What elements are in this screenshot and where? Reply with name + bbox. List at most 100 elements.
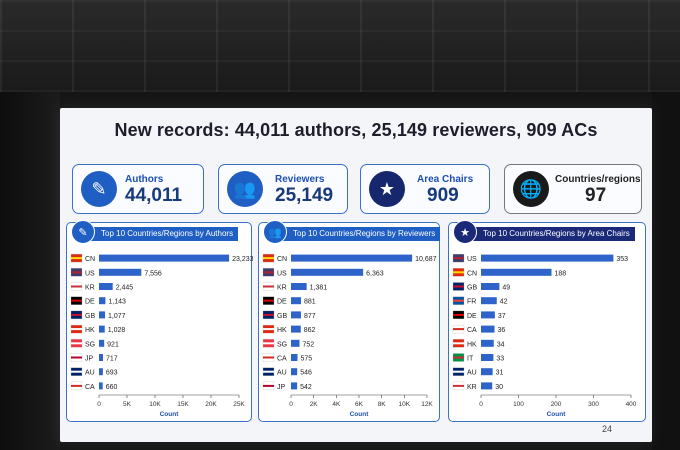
bar <box>99 311 106 319</box>
category-label: AU <box>85 370 95 377</box>
category-label: CN <box>85 256 95 263</box>
bar <box>291 268 364 276</box>
bar <box>481 254 614 262</box>
flag-stripe-hk <box>263 328 274 331</box>
data-label: 2,445 <box>116 285 134 292</box>
category-label: KR <box>277 285 287 292</box>
x-tick-label: 15K <box>177 401 189 408</box>
category-label: KR <box>467 384 477 391</box>
data-label: 881 <box>304 299 316 306</box>
bar <box>99 382 103 390</box>
data-label: 30 <box>495 384 503 391</box>
data-label: 10,687 <box>415 256 437 263</box>
chart-title-area-chairs: Top 10 Countries/Regions by Area Chairs <box>465 227 635 241</box>
stat-value-authors: 44,011 <box>125 185 183 206</box>
x-tick-label: 0 <box>289 401 293 408</box>
data-label: 877 <box>304 313 316 320</box>
flag-stripe-it <box>453 356 464 359</box>
flag-stripe-us <box>263 271 274 274</box>
stat-value-countries: 97 <box>585 185 607 206</box>
data-label: 542 <box>300 384 312 391</box>
bar <box>291 339 300 347</box>
bar <box>291 283 307 290</box>
flag-stripe-gb <box>263 313 274 316</box>
flag-stripe-cn <box>71 257 82 260</box>
flag-stripe-cn <box>263 257 274 260</box>
x-tick-label: 10K <box>399 401 411 408</box>
bar <box>291 354 298 361</box>
pen-icon: ✎ <box>71 220 95 244</box>
slide-title: New records: 44,011 authors, 25,149 revi… <box>114 120 598 140</box>
flag-stripe-jp <box>263 384 274 387</box>
x-tick-label: 0 <box>479 401 483 408</box>
x-tick-label: 200 <box>551 401 562 408</box>
stat-card-countries: 🌐 Countries/regions 97 <box>504 164 642 214</box>
category-label: DE <box>277 299 287 306</box>
flag-stripe-au <box>71 370 82 373</box>
pen-icon: ✎ <box>81 171 117 207</box>
x-tick-label: 6K <box>355 401 364 408</box>
flag-stripe-kr <box>263 285 274 288</box>
bar <box>99 283 113 290</box>
bar <box>291 382 298 390</box>
flag-stripe-ca <box>71 384 82 387</box>
data-label: 752 <box>303 341 315 348</box>
stat-card-area-chairs: ★ Area Chairs 909 <box>360 164 490 214</box>
flag-stripe-de <box>263 299 274 302</box>
data-label: 23,233 <box>232 256 253 263</box>
category-label: CN <box>467 270 477 277</box>
data-label: 862 <box>304 327 316 334</box>
flag-stripe-ca <box>453 328 464 331</box>
category-label: HK <box>277 327 287 334</box>
stat-label-authors: Authors <box>125 174 164 185</box>
group-icon: 👥 <box>227 171 263 207</box>
flag-stripe-de <box>453 313 464 316</box>
category-label: HK <box>85 327 95 334</box>
chart-title-authors: Top 10 Countries/Regions by Authors <box>83 227 239 241</box>
bar-chart-authors: CN 23,233 US 7,556 KR 2,445 DE 1,143 GB 1,077 HK 1,… <box>70 253 253 418</box>
x-tick-label: 20K <box>205 401 217 408</box>
flag-stripe-ca <box>263 356 274 359</box>
bar <box>99 354 104 361</box>
x-tick-label: 25K <box>233 401 245 408</box>
x-tick-label: 0 <box>97 401 101 408</box>
data-label: 31 <box>496 370 504 377</box>
data-label: 34 <box>497 341 505 348</box>
data-label: 6,363 <box>366 270 384 277</box>
category-label: DE <box>467 313 477 320</box>
category-label: US <box>277 270 287 277</box>
x-tick-label: 5K <box>123 401 132 408</box>
x-axis-label: Count <box>160 411 180 418</box>
bar <box>481 339 494 347</box>
x-axis-label: Count <box>547 411 567 418</box>
flag-stripe-au <box>263 370 274 373</box>
x-tick-label: 100 <box>513 401 524 408</box>
bar <box>481 382 493 390</box>
globe-icon: 🌐 <box>513 171 549 207</box>
data-label: 1,381 <box>310 285 328 292</box>
category-label: CA <box>467 327 477 334</box>
data-label: 575 <box>301 356 313 363</box>
x-tick-label: 4K <box>332 401 341 408</box>
data-label: 693 <box>106 370 118 377</box>
bar <box>481 283 500 290</box>
x-axis-label: Count <box>350 411 370 418</box>
category-label: SG <box>277 341 287 348</box>
bar <box>291 297 301 305</box>
flag-stripe-de <box>71 299 82 302</box>
category-label: AU <box>277 370 287 377</box>
category-label: GB <box>277 313 287 320</box>
category-label: IT <box>467 356 474 363</box>
data-label: 36 <box>498 327 506 334</box>
bar <box>99 297 106 305</box>
flag-stripe-fr <box>453 299 464 302</box>
bar <box>99 368 103 376</box>
flag-stripe-gb <box>453 285 464 288</box>
stat-value-area-chairs: 909 <box>427 185 459 206</box>
category-label: DE <box>85 299 95 306</box>
bar <box>291 368 298 376</box>
category-label: US <box>85 270 95 277</box>
wall-left <box>0 92 60 450</box>
data-label: 33 <box>496 356 504 363</box>
stat-card-reviewers: 👥 Reviewers 25,149 <box>218 164 348 214</box>
